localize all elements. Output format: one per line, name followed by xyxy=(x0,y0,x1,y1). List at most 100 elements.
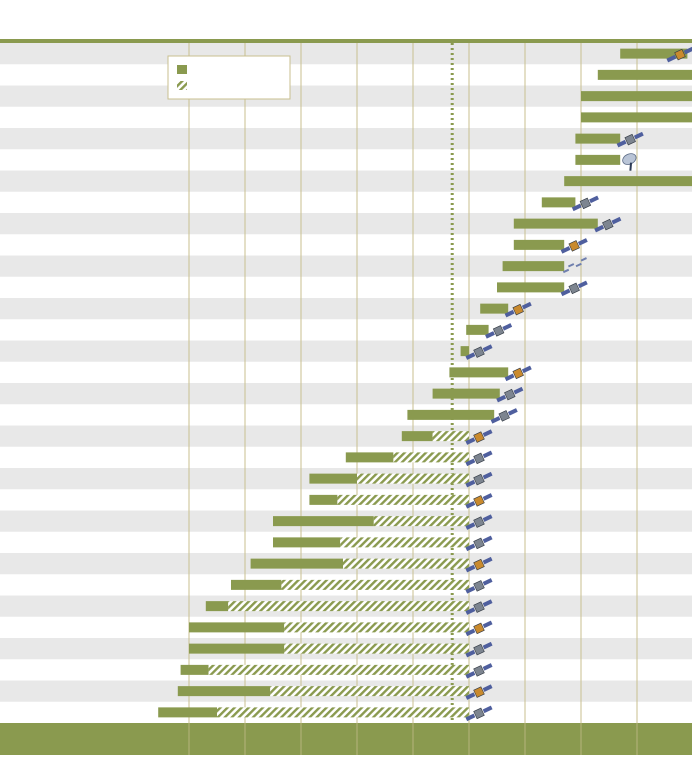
bar-hatched xyxy=(284,622,469,633)
satellite-body-icon xyxy=(473,643,485,656)
solar-panel-icon xyxy=(683,46,692,55)
bar-hatched xyxy=(281,579,469,590)
bar-solid xyxy=(273,516,374,527)
satellite-icon xyxy=(465,429,493,445)
row-stripe xyxy=(0,213,692,235)
solar-panel-icon xyxy=(465,628,476,637)
constellation-icon-part xyxy=(567,263,575,268)
satellite-icon xyxy=(560,238,588,254)
satellite-icon xyxy=(571,195,599,212)
bar-hatched xyxy=(228,601,469,612)
bar-solid xyxy=(564,176,692,187)
satellite-icon xyxy=(465,599,493,615)
constellation-icon-part xyxy=(562,268,570,274)
solar-panel-icon xyxy=(521,301,532,310)
dish-icon-part xyxy=(622,153,637,165)
solar-panel-icon xyxy=(485,331,495,339)
satellite-icon xyxy=(465,471,493,488)
satellite-body-icon xyxy=(473,686,485,698)
legend-swatch-solid xyxy=(177,65,187,74)
bottom-banner xyxy=(0,723,692,755)
solar-panel-icon xyxy=(482,641,493,650)
solar-panel-icon xyxy=(465,458,476,467)
solar-panel-icon xyxy=(560,246,571,254)
satellite-icon xyxy=(465,493,493,509)
solar-panel-icon xyxy=(482,705,493,714)
solar-panel-icon xyxy=(507,408,518,416)
satellite-body-icon xyxy=(602,218,614,231)
bar-hatched xyxy=(357,473,469,484)
satellite-icon xyxy=(666,46,692,63)
solar-panel-icon xyxy=(482,599,493,607)
satellite-body-icon xyxy=(473,516,485,528)
solar-panel-icon xyxy=(611,216,622,225)
solar-panel-icon xyxy=(589,195,599,204)
solar-panel-icon xyxy=(502,323,513,331)
satellite-icon xyxy=(465,535,493,552)
solar-panel-icon xyxy=(465,437,476,445)
satellite-body-icon xyxy=(568,240,580,252)
solar-panel-icon xyxy=(560,288,571,297)
bar-solid xyxy=(432,388,500,399)
satellite-icon xyxy=(496,386,524,403)
row-stripe xyxy=(0,425,692,447)
satellite-body-icon xyxy=(473,558,485,571)
bar-hatched xyxy=(393,452,469,463)
bar-solid xyxy=(497,282,565,293)
satellite-icon xyxy=(465,556,493,573)
solar-panel-icon xyxy=(666,54,677,63)
satellite-body-icon xyxy=(473,452,485,465)
bar-hatched xyxy=(373,516,469,527)
solar-panel-icon xyxy=(482,578,493,586)
bar-solid xyxy=(205,601,229,612)
satellite-icon xyxy=(465,578,493,594)
bar-solid xyxy=(177,686,271,697)
row-stripe xyxy=(0,383,692,405)
satellite-icon xyxy=(560,280,588,297)
solar-panel-icon xyxy=(482,429,493,437)
satellite-body-icon xyxy=(674,48,686,61)
satellite-constellation-icon xyxy=(562,257,587,274)
satellite-icon xyxy=(485,323,513,339)
bar-solid xyxy=(575,133,621,144)
satellite-body-icon xyxy=(512,303,524,316)
solar-panel-icon xyxy=(482,663,493,671)
bar-solid xyxy=(502,261,565,272)
bar-solid xyxy=(273,537,341,548)
satellite-body-icon xyxy=(473,537,485,550)
legend-swatch-hatched xyxy=(177,81,187,90)
solar-panel-icon xyxy=(490,416,501,424)
bar-solid xyxy=(401,431,433,442)
bar-solid xyxy=(620,48,688,59)
solar-panel-icon xyxy=(577,238,588,246)
solar-panel-icon xyxy=(504,309,515,318)
satellite-body-icon xyxy=(473,601,485,613)
bar-solid xyxy=(513,218,598,229)
satellite-body-icon xyxy=(473,622,485,635)
satellite-icon xyxy=(504,365,532,382)
top-rule xyxy=(0,39,692,43)
bar-hatched xyxy=(284,643,469,654)
satellite-icon xyxy=(594,216,622,233)
solar-panel-icon xyxy=(465,713,476,722)
solar-panel-icon xyxy=(496,394,507,403)
solar-panel-icon xyxy=(482,471,493,480)
row-stripe xyxy=(0,340,692,362)
solar-panel-icon xyxy=(465,501,476,509)
bar-solid xyxy=(407,409,495,420)
satellite-body-icon xyxy=(473,580,485,592)
satellite-dish-icon xyxy=(622,153,637,171)
constellation-icon-part xyxy=(575,262,582,268)
bar-solid xyxy=(449,367,509,378)
satellite-icon xyxy=(465,514,493,530)
solar-panel-icon xyxy=(482,535,493,544)
bar-solid xyxy=(345,452,394,463)
solar-panel-icon xyxy=(465,607,476,615)
bar-solid xyxy=(460,346,469,357)
satellite-icon xyxy=(465,641,493,658)
bar-solid xyxy=(158,707,217,718)
satellite-body-icon xyxy=(492,325,505,337)
bar-solid xyxy=(250,558,343,569)
